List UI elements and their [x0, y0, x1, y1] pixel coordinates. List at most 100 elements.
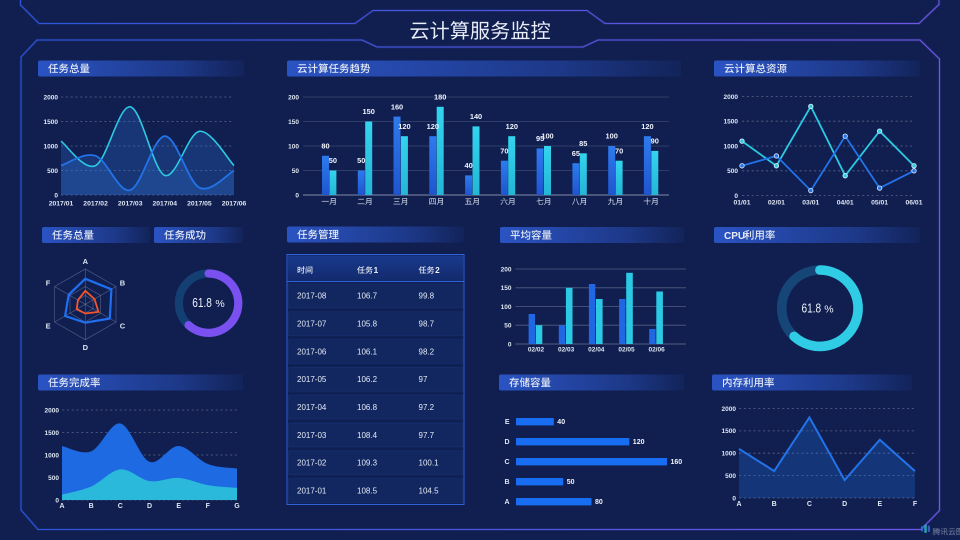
svg-text:80: 80 — [595, 499, 603, 506]
svg-text:01/01: 01/01 — [733, 200, 750, 207]
svg-text:1: 1 — [374, 266, 379, 275]
svg-text:104.5: 104.5 — [419, 486, 440, 495]
svg-text:0: 0 — [295, 192, 299, 199]
svg-text:%: % — [215, 298, 224, 310]
svg-text:2017-07: 2017-07 — [297, 320, 327, 329]
svg-text:02/01: 02/01 — [768, 200, 785, 207]
svg-text:1500: 1500 — [724, 119, 739, 126]
svg-text:70: 70 — [500, 146, 508, 155]
svg-text:1000: 1000 — [724, 143, 739, 150]
svg-text:100: 100 — [501, 304, 512, 311]
svg-text:120: 120 — [641, 122, 653, 131]
svg-text:0: 0 — [54, 192, 58, 199]
svg-text:108.5: 108.5 — [357, 486, 378, 495]
svg-text:50: 50 — [504, 323, 512, 330]
svg-text:1000: 1000 — [44, 143, 59, 150]
svg-text:0: 0 — [732, 495, 736, 502]
svg-text:2017-04: 2017-04 — [297, 403, 327, 412]
svg-text:A: A — [504, 499, 509, 506]
svg-text:150: 150 — [501, 285, 512, 292]
svg-text:%: % — [824, 303, 833, 315]
svg-text:E: E — [505, 419, 510, 426]
svg-text:150: 150 — [288, 119, 299, 126]
svg-text:B: B — [504, 479, 509, 486]
svg-text:500: 500 — [48, 475, 59, 482]
svg-text:98.7: 98.7 — [419, 320, 435, 329]
svg-text:2017/03: 2017/03 — [118, 201, 143, 208]
svg-text:100: 100 — [541, 132, 553, 141]
svg-text:D: D — [147, 503, 152, 510]
svg-text:160: 160 — [671, 459, 683, 466]
svg-text:2017-08: 2017-08 — [297, 292, 327, 301]
svg-text:500: 500 — [725, 473, 736, 480]
svg-text:2017-05: 2017-05 — [297, 375, 327, 384]
svg-text:2017/02: 2017/02 — [83, 201, 108, 208]
svg-text:108.4: 108.4 — [357, 431, 378, 440]
svg-text:98.2: 98.2 — [419, 347, 435, 356]
svg-text:02/03: 02/03 — [558, 347, 575, 354]
svg-text:E: E — [176, 503, 181, 510]
svg-text:03/01: 03/01 — [802, 200, 819, 207]
svg-text:120: 120 — [427, 122, 439, 131]
svg-text:2000: 2000 — [722, 406, 737, 413]
svg-text:50: 50 — [329, 156, 337, 165]
svg-text:A: A — [59, 503, 64, 510]
svg-text:C: C — [807, 501, 812, 508]
svg-text:C: C — [120, 321, 126, 330]
svg-text:D: D — [842, 501, 847, 508]
svg-text:99.8: 99.8 — [419, 292, 435, 301]
svg-text:95: 95 — [536, 134, 544, 143]
svg-text:E: E — [877, 501, 882, 508]
svg-text:50: 50 — [292, 168, 300, 175]
svg-text:100: 100 — [606, 132, 618, 141]
svg-text:2017/04: 2017/04 — [153, 201, 178, 208]
svg-text:B: B — [772, 501, 777, 508]
svg-text:2000: 2000 — [45, 407, 60, 414]
svg-text:80: 80 — [321, 142, 329, 151]
svg-text:D: D — [83, 343, 89, 352]
svg-text:2017-03: 2017-03 — [297, 431, 327, 440]
svg-text:106.8: 106.8 — [357, 403, 378, 412]
svg-text:65: 65 — [572, 149, 580, 158]
svg-text:B: B — [120, 279, 126, 288]
svg-text:50: 50 — [567, 479, 575, 486]
svg-text:02/02: 02/02 — [528, 347, 545, 354]
svg-text:85: 85 — [579, 139, 587, 148]
svg-text:180: 180 — [434, 93, 446, 102]
svg-text:F: F — [913, 501, 918, 508]
svg-text:02/05: 02/05 — [618, 347, 635, 354]
svg-text:105.8: 105.8 — [357, 320, 378, 329]
svg-text:2000: 2000 — [724, 94, 739, 101]
svg-text:1000: 1000 — [45, 452, 60, 459]
svg-text:140: 140 — [470, 112, 482, 121]
svg-text:1500: 1500 — [722, 428, 737, 435]
svg-text:E: E — [46, 321, 51, 330]
svg-text:2: 2 — [435, 266, 440, 275]
svg-text:1000: 1000 — [722, 451, 737, 458]
svg-text:61.8: 61.8 — [802, 300, 822, 315]
svg-text:D: D — [504, 439, 509, 446]
svg-text:70: 70 — [615, 146, 623, 155]
svg-text:40: 40 — [557, 419, 565, 426]
svg-text:50: 50 — [357, 156, 365, 165]
svg-text:97.7: 97.7 — [419, 431, 435, 440]
svg-text:A: A — [736, 501, 741, 508]
svg-text:160: 160 — [391, 102, 403, 111]
svg-text:2000: 2000 — [44, 94, 59, 101]
svg-text:90: 90 — [651, 137, 659, 146]
svg-text:200: 200 — [288, 94, 299, 101]
svg-text:C: C — [504, 459, 509, 466]
svg-text:2017-01: 2017-01 — [297, 486, 327, 495]
svg-text:120: 120 — [633, 439, 645, 446]
svg-text:109.3: 109.3 — [357, 459, 378, 468]
svg-text:F: F — [206, 503, 211, 510]
svg-text:F: F — [46, 279, 51, 288]
svg-text:05/01: 05/01 — [871, 200, 888, 207]
svg-text:200: 200 — [501, 266, 512, 273]
svg-text:2017-06: 2017-06 — [297, 347, 327, 356]
svg-text:97: 97 — [419, 375, 428, 384]
svg-text:2017/05: 2017/05 — [187, 201, 212, 208]
svg-text:0: 0 — [508, 341, 512, 348]
svg-text:02/06: 02/06 — [648, 347, 665, 354]
svg-text:1500: 1500 — [44, 119, 59, 126]
